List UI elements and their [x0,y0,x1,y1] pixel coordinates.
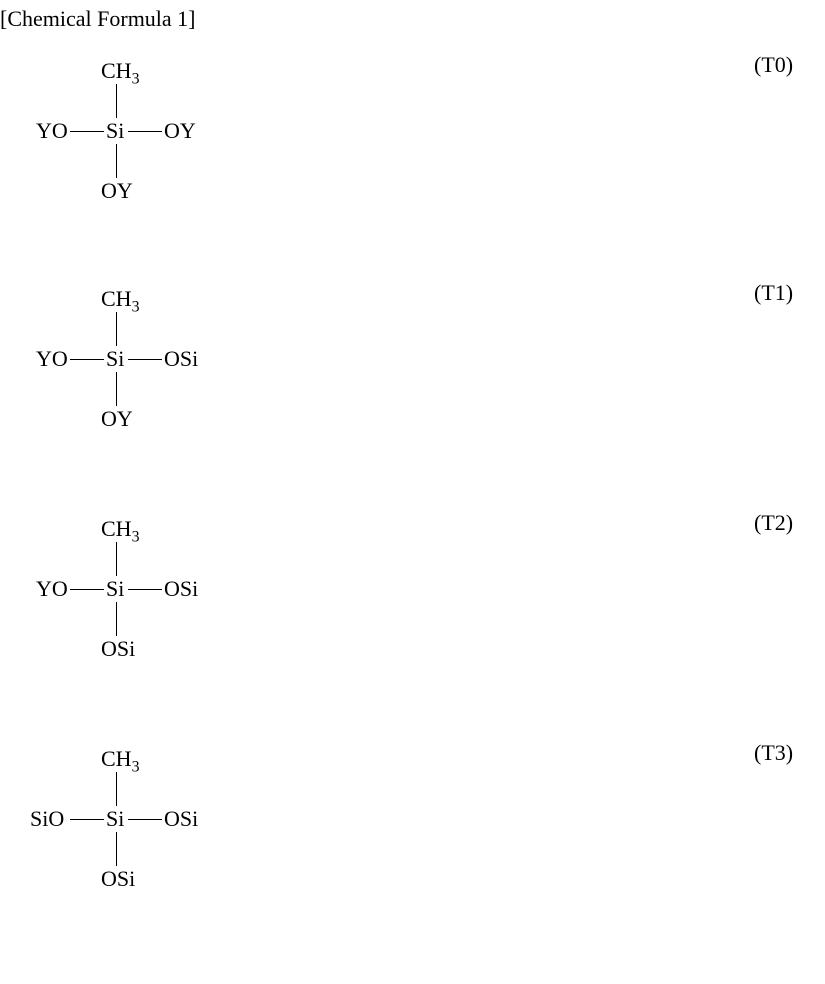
structure-tag: (T3) [754,740,793,766]
atom-right: OY [164,120,196,142]
atom-top: CH3 [101,60,139,82]
structure: CH3 Si OY YO OY [0,60,230,240]
atom-center: Si [106,808,124,830]
atom-center: Si [106,120,124,142]
bond-icon [116,772,117,806]
bond-icon [116,832,117,866]
page: [Chemical Formula 1] (T0) CH3 Si OY YO O… [0,0,825,984]
atom-left: SiO [30,808,64,830]
atom-bottom: OY [101,180,133,202]
atom-center: Si [106,578,124,600]
bond-icon [128,359,162,360]
bond-icon [128,589,162,590]
atom-left: YO [36,578,68,600]
bond-icon [128,819,162,820]
bond-icon [70,589,104,590]
structure: CH3 Si OSi SiO OSi [0,748,230,928]
atom-bottom: OY [101,408,133,430]
atom-top: CH3 [101,518,139,540]
bond-icon [116,372,117,406]
atom-bottom: OSi [101,638,135,660]
bond-icon [70,359,104,360]
bond-icon [70,131,104,132]
bond-icon [116,542,117,576]
atom-top: CH3 [101,748,139,770]
structure-tag: (T2) [754,510,793,536]
atom-right: OSi [164,808,198,830]
atom-bottom: OSi [101,868,135,890]
bond-icon [116,84,117,118]
atom-left: YO [36,120,68,142]
structure: CH3 Si OSi YO OSi [0,518,230,698]
structure: CH3 Si OY YO OSi [0,288,230,468]
atom-right: OSi [164,348,198,370]
atom-left: YO [36,348,68,370]
structure-tag: (T0) [754,52,793,78]
bond-icon [116,602,117,636]
atom-center: Si [106,348,124,370]
bond-icon [116,312,117,346]
formula-heading: [Chemical Formula 1] [0,6,196,32]
bond-icon [116,144,117,178]
bond-icon [128,131,162,132]
structure-tag: (T1) [754,280,793,306]
atom-right: OSi [164,578,198,600]
atom-top: CH3 [101,288,139,310]
bond-icon [70,819,104,820]
